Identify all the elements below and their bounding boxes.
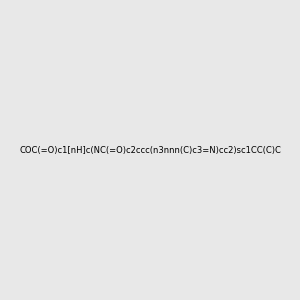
Text: COC(=O)c1[nH]c(NC(=O)c2ccc(n3nnn(C)c3=N)cc2)sc1CC(C)C: COC(=O)c1[nH]c(NC(=O)c2ccc(n3nnn(C)c3=N)…	[19, 146, 281, 154]
